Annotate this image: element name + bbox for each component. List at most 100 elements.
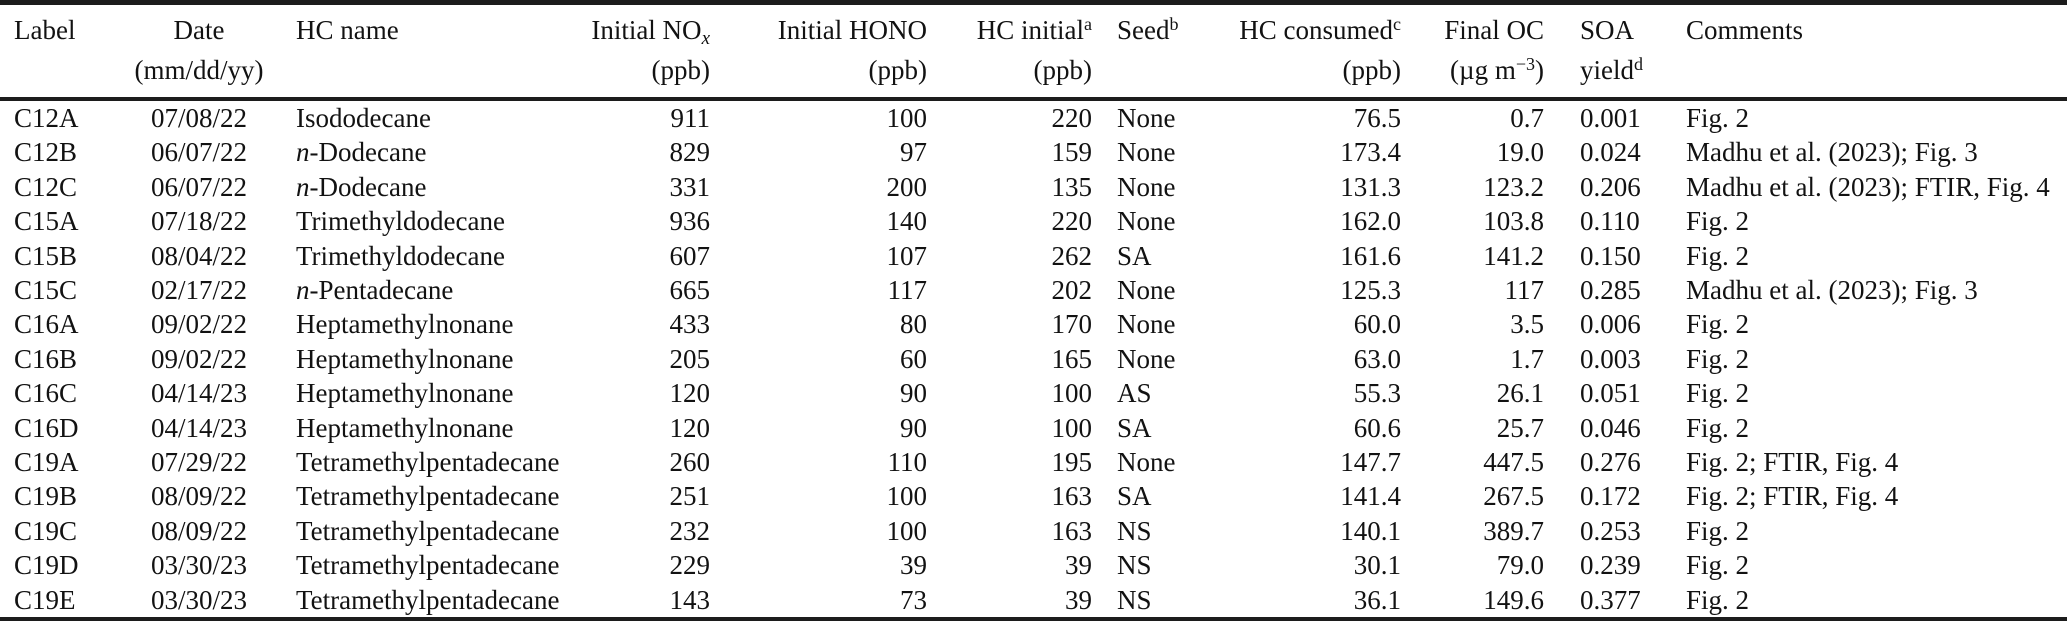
cell-hc-consumed: 60.6 [1353, 412, 1401, 443]
cell-comments: Fig. 2 [1686, 378, 1750, 409]
table-header: Label Date (mm/dd/yy) HC name Initial NO… [0, 2, 2067, 101]
cell-hc: n-Dodecane [296, 137, 427, 168]
cell-initial-hono: 100 [886, 515, 928, 546]
cell-date: 04/14/23 [150, 378, 247, 409]
cell-initial-nox: 229 [669, 550, 711, 581]
cell-soa-yield: 0.377 [1580, 584, 1641, 615]
cell-comments: Fig. 2 [1686, 343, 1750, 374]
cell-comments: Fig. 2; FTIR, Fig. 4 [1686, 481, 1899, 512]
table-row: C15B 08/04/22 Trimethyldodecane 607 107 262 SA… [0, 239, 2067, 273]
cell-hc-consumed: 55.3 [1353, 378, 1401, 409]
cell-hc: Tetramethylpentadecane [296, 515, 560, 546]
cell-soa-yield: 0.003 [1580, 343, 1641, 374]
header-final-oc-text: Final OC [1444, 15, 1544, 45]
cell-soa-yield: 0.051 [1580, 378, 1641, 409]
col-header-label: Label [0, 2, 130, 101]
cell-label: C16B [14, 343, 78, 374]
cell-hc-initial: 100 [1051, 412, 1093, 443]
cell-hc: Tetramethylpentadecane [296, 481, 560, 512]
cell-seed: SA [1117, 412, 1152, 443]
cell-initial-nox: 143 [669, 584, 711, 615]
cell-date: 04/14/23 [150, 412, 247, 443]
header-final-oc-unit-exponent: −3 [1515, 54, 1535, 74]
cell-seed: NS [1117, 550, 1152, 581]
cell-seed: None [1117, 447, 1176, 478]
cell-seed: None [1117, 171, 1176, 202]
hc-name-italic-prefix: n [296, 275, 310, 306]
cell-soa-yield: 0.285 [1580, 275, 1641, 306]
cell-label: C19A [14, 447, 79, 478]
cell-seed: SA [1117, 240, 1152, 271]
cell-initial-nox: 607 [669, 240, 711, 271]
header-date-text: Date [173, 15, 225, 45]
cell-seed: SA [1117, 481, 1152, 512]
cell-final-oc: 103.8 [1483, 206, 1544, 237]
table-row: C19E 03/30/23 Tetramethylpentadecane 143 73 3… [0, 583, 2067, 619]
cell-comments: Madhu et al. (2023); Fig. 3 [1686, 275, 1978, 306]
table-body: C12A 07/08/22 Isododecane 911 100 220 None 76.5… [0, 99, 2067, 619]
cell-initial-hono: 107 [886, 240, 928, 271]
cell-soa-yield: 0.239 [1580, 550, 1641, 581]
cell-initial-hono: 200 [886, 171, 928, 202]
header-row: Label Date (mm/dd/yy) HC name Initial NO… [0, 2, 2067, 101]
cell-hc-consumed: 140.1 [1340, 515, 1401, 546]
cell-hc-initial: 39 [1065, 550, 1092, 581]
cell-initial-hono: 60 [900, 343, 927, 374]
col-header-hc-consumed: HC consumedc (ppb) [1230, 2, 1408, 101]
header-soa-text: SOA [1580, 15, 1635, 45]
cell-comments: Fig. 2 [1686, 515, 1750, 546]
footnote-marker-c: c [1393, 14, 1401, 34]
col-header-date: Date (mm/dd/yy) [130, 2, 268, 101]
cell-initial-hono: 73 [900, 584, 927, 615]
cell-date: 07/08/22 [150, 103, 247, 133]
cell-initial-nox: 665 [669, 275, 711, 306]
cell-hc-consumed: 36.1 [1353, 584, 1401, 615]
header-hc-initial-text: HC initial [976, 15, 1084, 45]
cell-hc-consumed: 161.6 [1340, 240, 1401, 271]
table-row: C16D 04/14/23 Heptamethylnonane 120 90 100 SA 6… [0, 411, 2067, 445]
cell-label: C15B [14, 240, 78, 271]
cell-comments: Fig. 2 [1686, 550, 1750, 581]
col-header-initial-nox: Initial NOx (ppb) [590, 2, 716, 101]
cell-hc: Isododecane [296, 103, 431, 133]
cell-hc-initial: 262 [1051, 240, 1093, 271]
cell-comments: Fig. 2 [1686, 206, 1750, 237]
cell-seed: None [1117, 103, 1176, 133]
cell-comments: Madhu et al. (2023); Fig. 3 [1686, 137, 1978, 168]
cell-seed: None [1117, 275, 1176, 306]
footnote-marker-a: a [1084, 14, 1092, 34]
cell-hc-consumed: 60.0 [1353, 309, 1401, 340]
cell-label: C16D [14, 412, 79, 443]
cell-initial-hono: 100 [886, 103, 928, 133]
cell-date: 09/02/22 [150, 343, 247, 374]
cell-hc-initial: 202 [1051, 275, 1093, 306]
cell-date: 02/17/22 [150, 275, 247, 306]
cell-hc: n-Pentadecane [296, 275, 454, 306]
cell-final-oc: 123.2 [1483, 171, 1544, 202]
cell-comments: Fig. 2; FTIR, Fig. 4 [1686, 447, 1899, 478]
cell-initial-nox: 829 [669, 137, 711, 168]
cell-seed: None [1117, 309, 1176, 340]
cell-initial-nox: 936 [669, 206, 711, 237]
table-row: C19A 07/29/22 Tetramethylpentadecane 260 110… [0, 445, 2067, 479]
header-initial-hono-text: Initial HONO [777, 15, 927, 45]
col-header-initial-hono: Initial HONO (ppb) [716, 2, 934, 101]
cell-final-oc: 389.7 [1483, 515, 1544, 546]
cell-label: C16A [14, 309, 79, 340]
cell-seed: None [1117, 137, 1176, 168]
cell-soa-yield: 0.150 [1580, 240, 1641, 271]
cell-hc: Tetramethylpentadecane [296, 447, 560, 478]
cell-final-oc: 3.5 [1510, 309, 1544, 340]
cell-seed: None [1117, 206, 1176, 237]
header-initial-nox-unit: (ppb) [651, 55, 710, 85]
col-header-hc-initial: HC initiala (ppb) [934, 2, 1099, 101]
cell-label: C19C [14, 515, 78, 546]
table-row: C19D 03/30/23 Tetramethylpentadecane 229 39 3… [0, 548, 2067, 582]
cell-hc-consumed: 30.1 [1353, 550, 1401, 581]
cell-soa-yield: 0.172 [1580, 481, 1641, 512]
cell-date: 03/30/23 [150, 584, 247, 615]
cell-final-oc: 117 [1504, 275, 1545, 306]
table-row: C19C 08/09/22 Tetramethylpentadecane 232 100… [0, 514, 2067, 548]
cell-final-oc: 19.0 [1496, 137, 1544, 168]
cell-initial-hono: 100 [886, 481, 928, 512]
